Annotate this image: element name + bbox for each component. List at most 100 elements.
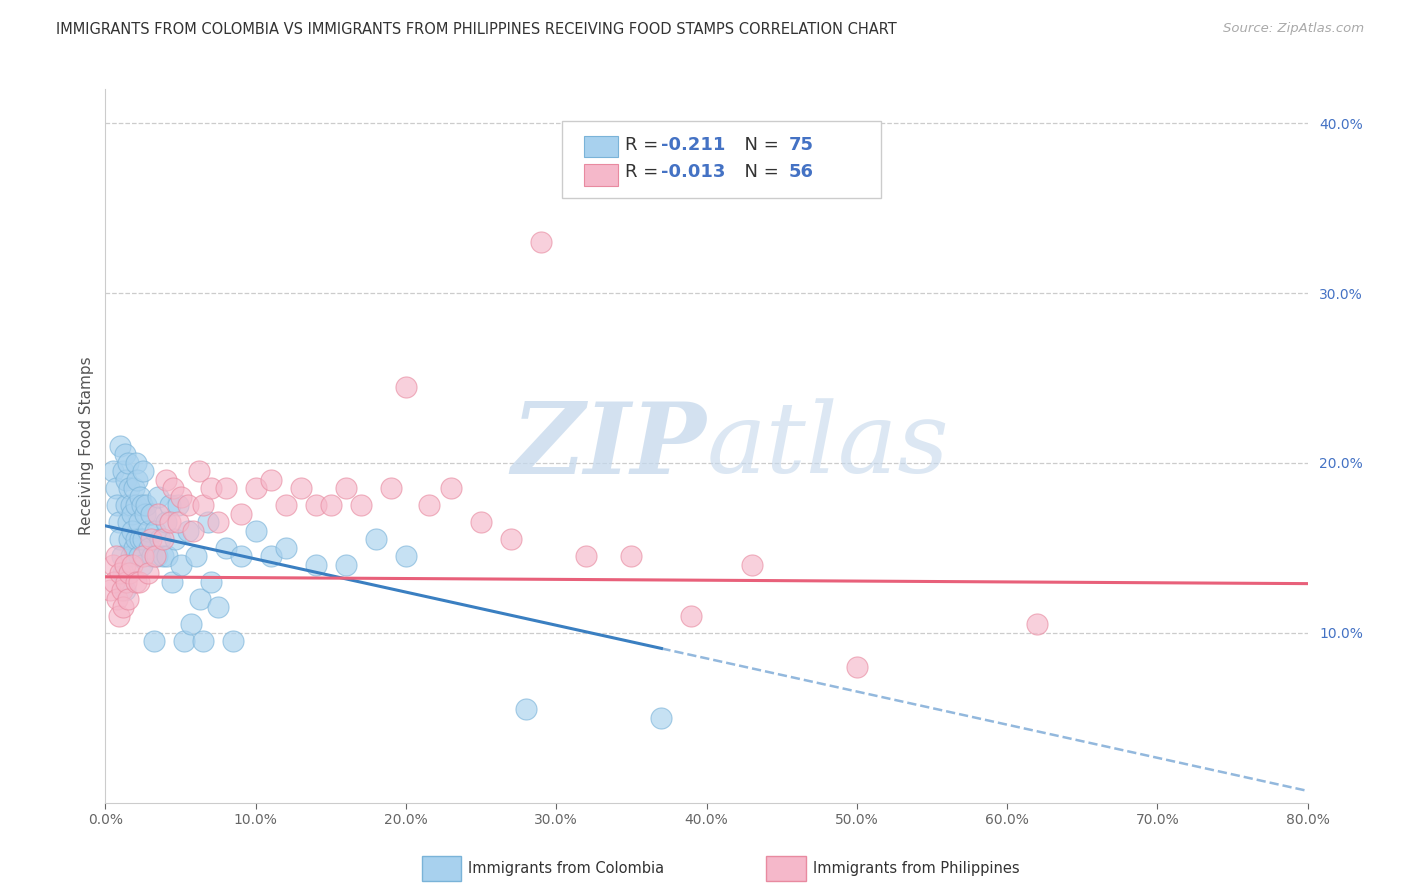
Text: N =: N = [733, 136, 785, 154]
Point [515, 702, 537, 716]
Point [187, 465, 209, 479]
Point [122, 541, 145, 555]
Point [530, 235, 553, 249]
Text: ZIP: ZIP [512, 398, 707, 494]
Point [132, 465, 155, 479]
Point [136, 524, 159, 538]
Point [141, 549, 163, 564]
Point [138, 541, 160, 555]
Point [101, 465, 124, 479]
Point [191, 499, 214, 513]
Point [159, 516, 181, 530]
Point [207, 600, 229, 615]
Point [169, 558, 191, 572]
Point [160, 574, 183, 589]
Point [159, 499, 181, 513]
Point [229, 507, 252, 521]
Point [173, 634, 195, 648]
Point [166, 516, 188, 530]
Point [139, 507, 162, 521]
Point [115, 499, 138, 513]
Point [207, 516, 229, 530]
Point [155, 473, 177, 487]
Point [395, 379, 418, 393]
Point [112, 465, 135, 479]
Point [112, 600, 135, 615]
Text: IMMIGRANTS FROM COLOMBIA VS IMMIGRANTS FROM PHILIPPINES RECEIVING FOOD STAMPS CO: IMMIGRANTS FROM COLOMBIA VS IMMIGRANTS F… [56, 22, 897, 37]
Point [229, 549, 252, 564]
Text: N =: N = [733, 163, 785, 181]
Point [162, 482, 184, 496]
Point [118, 533, 141, 547]
Point [114, 448, 136, 462]
Point [143, 549, 166, 564]
Point [129, 490, 152, 504]
Point [191, 634, 214, 648]
Point [380, 482, 402, 496]
Point [440, 482, 463, 496]
FancyBboxPatch shape [583, 164, 617, 186]
Point [395, 549, 418, 564]
Point [111, 583, 134, 598]
Point [128, 574, 150, 589]
Text: atlas: atlas [707, 399, 949, 493]
Text: Immigrants from Colombia: Immigrants from Colombia [468, 862, 664, 876]
Point [128, 549, 150, 564]
Point [681, 608, 703, 623]
Text: Immigrants from Philippines: Immigrants from Philippines [813, 862, 1019, 876]
FancyBboxPatch shape [562, 120, 880, 198]
Point [110, 566, 132, 581]
Point [364, 533, 387, 547]
Point [501, 533, 523, 547]
Y-axis label: Receiving Food Stamps: Receiving Food Stamps [79, 357, 94, 535]
Point [184, 549, 207, 564]
Point [104, 482, 127, 496]
Point [200, 482, 222, 496]
Point [108, 516, 131, 530]
Point [115, 574, 138, 589]
Point [131, 558, 153, 572]
Point [135, 499, 157, 513]
Point [148, 533, 170, 547]
Point [200, 574, 222, 589]
Text: 56: 56 [789, 163, 813, 181]
Text: R =: R = [624, 163, 664, 181]
Point [124, 574, 146, 589]
Text: -0.211: -0.211 [661, 136, 725, 154]
Point [117, 516, 139, 530]
Point [114, 583, 136, 598]
Point [110, 533, 132, 547]
Point [260, 549, 283, 564]
Point [120, 549, 142, 564]
Text: 75: 75 [789, 136, 813, 154]
Point [104, 549, 127, 564]
Point [107, 499, 129, 513]
Point [114, 558, 136, 572]
Point [107, 591, 129, 606]
Point [112, 566, 135, 581]
Point [470, 516, 492, 530]
Point [741, 558, 763, 572]
Point [101, 558, 124, 572]
Point [143, 524, 166, 538]
Point [121, 507, 143, 521]
Point [125, 473, 148, 487]
Point [117, 591, 139, 606]
Point [245, 482, 267, 496]
Point [845, 660, 868, 674]
Point [245, 524, 267, 538]
Point [650, 711, 672, 725]
Point [146, 490, 169, 504]
Point [214, 482, 236, 496]
Point [131, 499, 153, 513]
Point [122, 482, 145, 496]
Point [124, 499, 146, 513]
Point [166, 499, 188, 513]
Point [274, 541, 297, 555]
Point [335, 482, 357, 496]
Point [305, 558, 328, 572]
Point [177, 524, 200, 538]
Point [155, 516, 177, 530]
Point [146, 507, 169, 521]
Point [1026, 617, 1049, 632]
